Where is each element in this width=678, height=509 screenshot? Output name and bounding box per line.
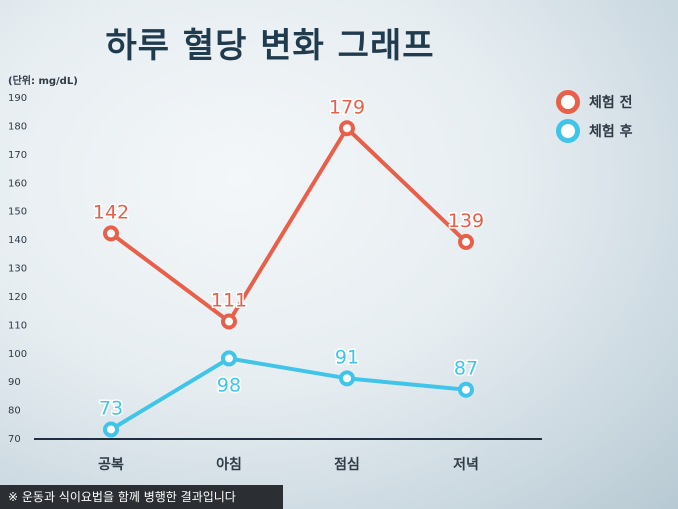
footnote: ※ 운동과 식이요법을 함께 병행한 결과입니다 <box>0 485 283 509</box>
y-tick-label: 70 <box>8 434 21 445</box>
data-label-after: 98 <box>217 374 241 396</box>
y-tick-label: 160 <box>8 178 27 189</box>
x-tick-label: 아침 <box>216 456 242 473</box>
data-point-before <box>458 233 474 250</box>
legend-label-after: 체험 후 <box>589 124 633 140</box>
y-tick-label: 130 <box>8 264 27 275</box>
legend-marker-before <box>556 90 580 114</box>
x-tick-label: 점심 <box>334 456 360 473</box>
series-line-after <box>109 356 467 432</box>
data-label-after: 73 <box>99 397 123 419</box>
y-tick-label: 120 <box>8 292 27 303</box>
y-tick-label: 190 <box>8 93 27 104</box>
data-label-after: 87 <box>454 358 478 380</box>
x-tick-label: 저녁 <box>453 457 479 473</box>
legend-marker-after <box>556 119 580 143</box>
series-line-before <box>109 126 468 324</box>
data-point-before <box>103 225 119 242</box>
data-point-after <box>221 350 237 367</box>
y-tick-label: 80 <box>8 406 21 417</box>
y-tick-label: 170 <box>8 150 27 161</box>
data-label-before: 111 <box>211 289 247 311</box>
y-tick-label: 150 <box>8 207 27 218</box>
y-tick-label: 90 <box>8 377 21 388</box>
data-label-before: 142 <box>93 201 129 223</box>
y-tick-label: 140 <box>8 235 27 246</box>
data-point-after <box>103 421 119 438</box>
legend-label-before: 체험 전 <box>589 95 633 111</box>
data-label-before: 179 <box>329 96 365 118</box>
data-point-before <box>339 120 355 137</box>
data-point-after <box>458 381 474 398</box>
y-tick-label: 180 <box>8 121 27 132</box>
y-tick-label: 100 <box>8 349 27 360</box>
unit-label: (단위: mg/dL) <box>8 76 78 87</box>
legend-item-after: 체험 후 <box>556 119 633 143</box>
chart-title: 하루 혈당 변화 그래프 <box>105 26 435 66</box>
data-point-before <box>221 313 237 330</box>
data-label-before: 139 <box>448 210 484 232</box>
x-tick-label: 공복 <box>98 457 124 473</box>
data-label-after: 91 <box>335 346 359 368</box>
data-point-after <box>339 370 355 387</box>
legend-item-before: 체험 전 <box>556 90 633 114</box>
y-tick-label: 110 <box>8 320 27 331</box>
